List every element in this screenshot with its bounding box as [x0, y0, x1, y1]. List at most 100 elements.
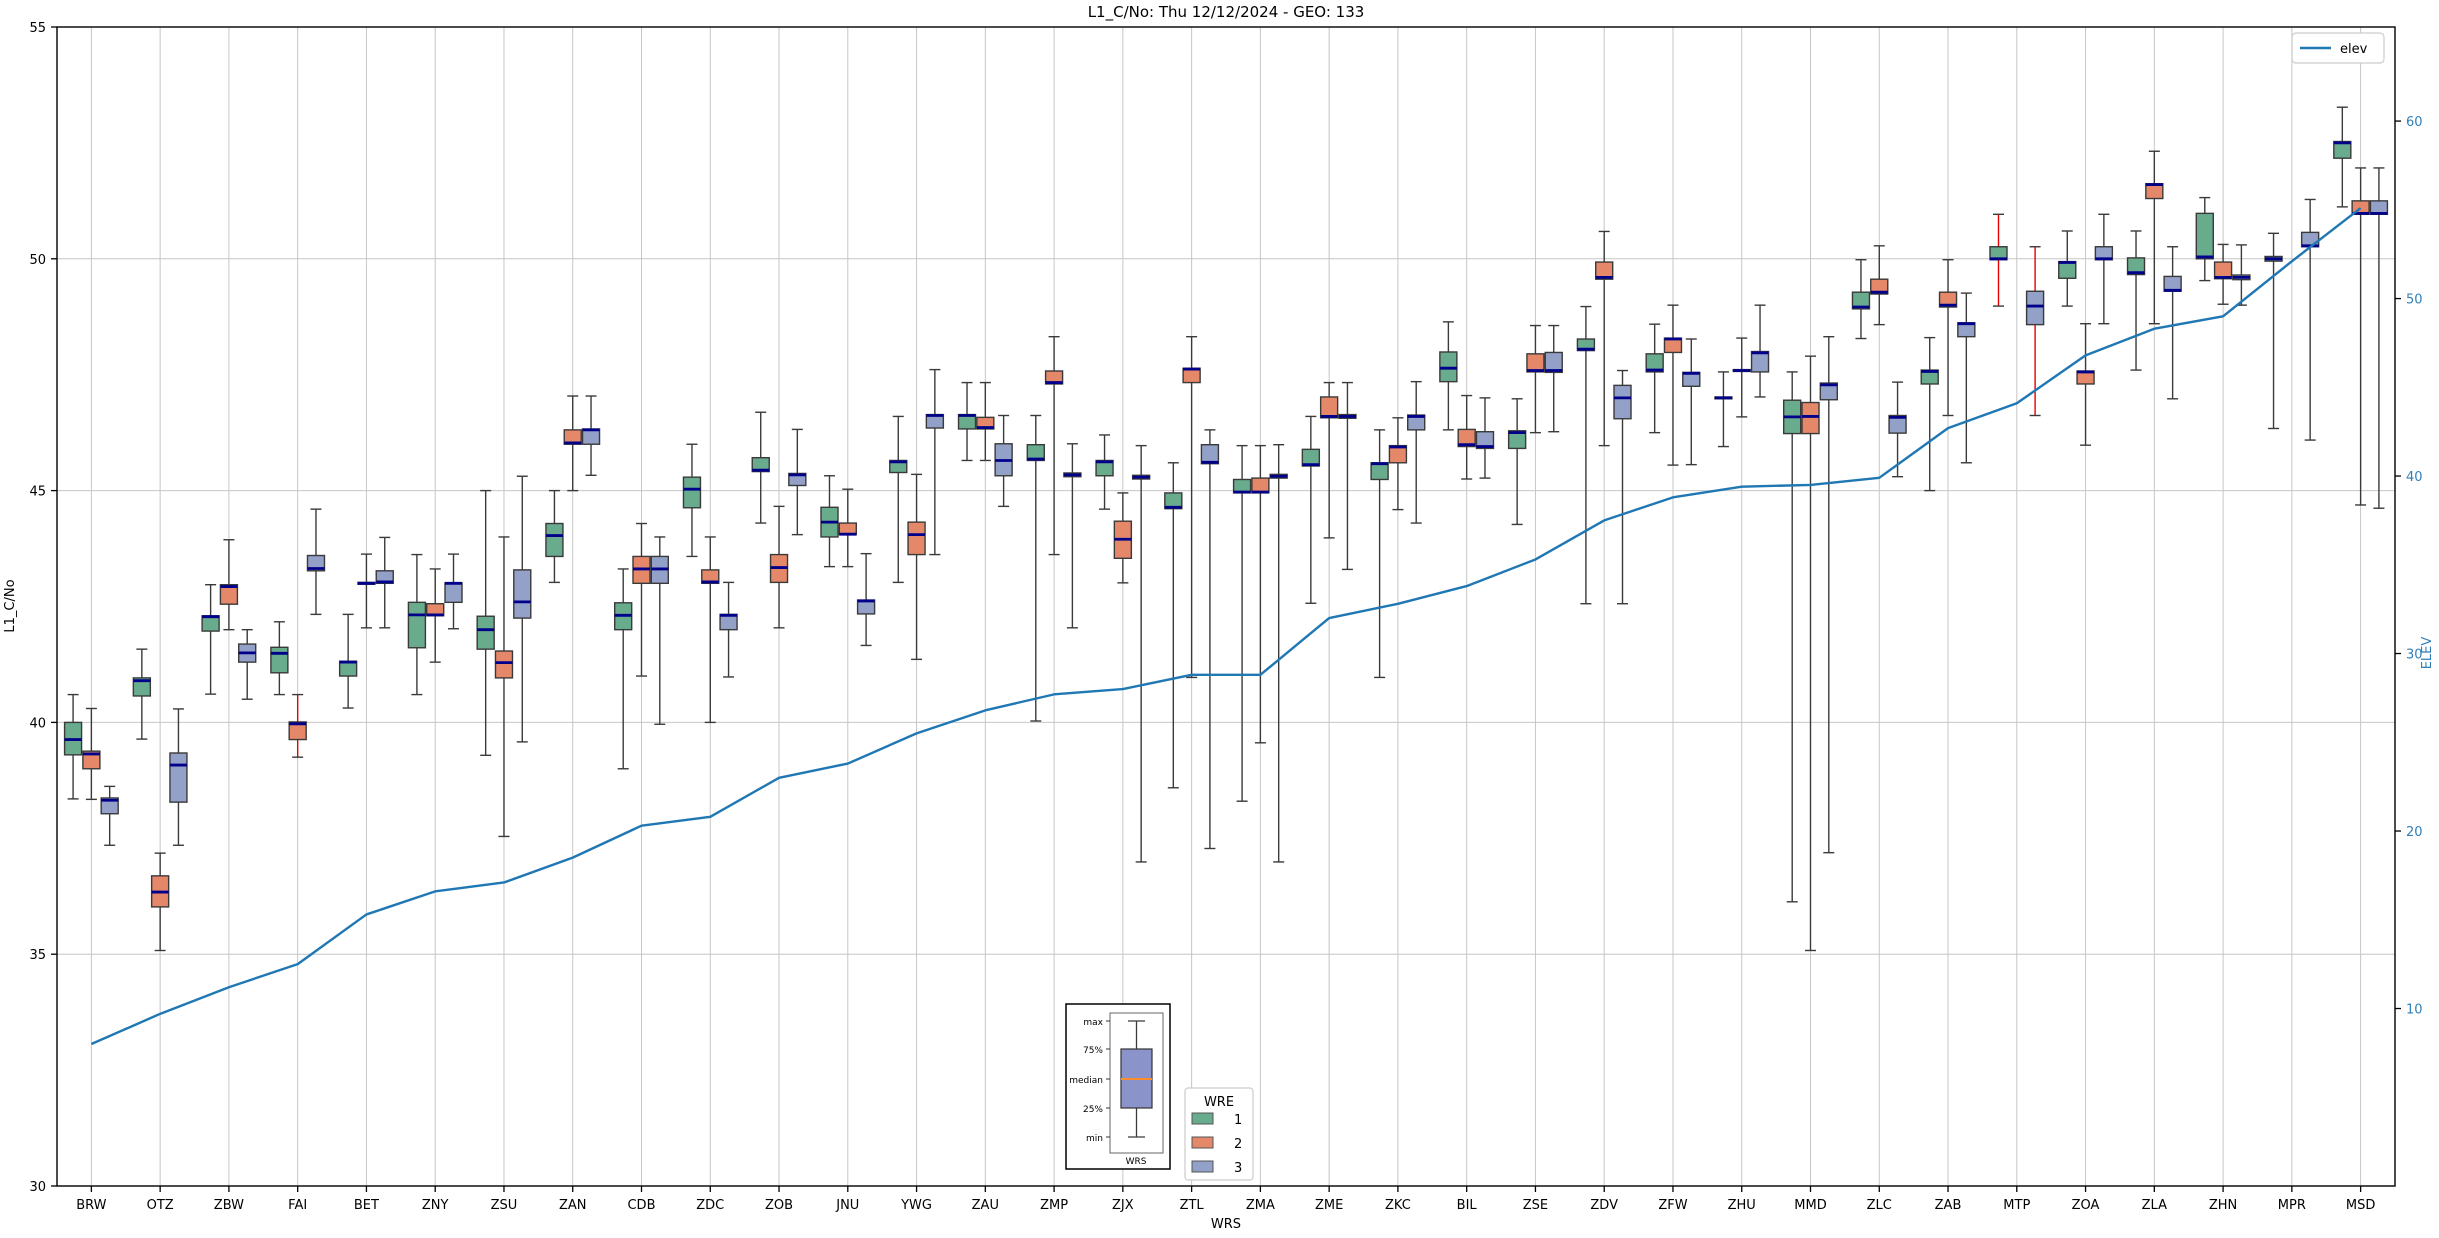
- box-ZTL-wre1: [1164, 462, 1183, 789]
- wre-legend: WRE 1 2 3: [1184, 1087, 1254, 1181]
- box-FAI-wre2: [288, 693, 307, 758]
- xtick-JNU: JNU: [835, 1198, 859, 1213]
- box-ZLC-wre2: [1870, 245, 1889, 326]
- box-ZBW-wre1: [201, 584, 220, 695]
- box-ZSE-wre2: [1526, 324, 1545, 434]
- inset-label-min: min: [1086, 1134, 1103, 1144]
- inset-label-max: max: [1083, 1018, 1103, 1028]
- box-BET-wre3: [375, 536, 394, 629]
- box-BRW-wre1: [63, 693, 83, 800]
- box-ZMP-wre3: [1063, 443, 1082, 629]
- box-MPR-wre1: [2264, 232, 2283, 430]
- gridlines: [57, 27, 2395, 1186]
- box-BIL-wre2: [1457, 394, 1476, 480]
- box-ZTL-wre2: [1182, 335, 1201, 679]
- box-ZBW-wre3: [238, 628, 257, 700]
- box-ZAB-wre3: [1957, 292, 1976, 464]
- xtick-ZNY: ZNY: [422, 1198, 449, 1213]
- wre-legend-label-3: 3: [1234, 1161, 1242, 1176]
- ytick-left: 45: [29, 485, 46, 500]
- xtick-ZMP: ZMP: [1040, 1198, 1068, 1213]
- plot-border: [56, 26, 2396, 1187]
- elev-line: [90, 207, 2362, 1046]
- box-ZDV-wre3: [1613, 369, 1632, 605]
- box-ZAU-wre3: [994, 414, 1013, 508]
- box-ZHN-wre2: [2213, 243, 2233, 305]
- box-FAI-wre3: [306, 508, 326, 616]
- ytick-left: 35: [29, 948, 46, 963]
- box-ZKC-wre3: [1407, 380, 1426, 524]
- wre-swatch-3: [1191, 1160, 1214, 1173]
- box-ZFW-wre2: [1663, 304, 1683, 466]
- box-ZBW-wre2: [219, 539, 239, 631]
- box-ZOA-wre1: [2058, 230, 2077, 307]
- box-ZHN-wre3: [2232, 244, 2251, 306]
- box-ZLC-wre1: [1851, 259, 1871, 340]
- ytick-right: 40: [2406, 470, 2423, 485]
- inset-xlabel: WRS: [1126, 1157, 1147, 1167]
- box-YWG-wre3: [925, 368, 945, 556]
- box-ZMA-wre2: [1251, 444, 1270, 744]
- box-ZFW-wre3: [1682, 338, 1701, 466]
- box-ZME-wre1: [1301, 415, 1321, 604]
- elev-polyline: [90, 207, 2362, 1046]
- box-BIL-wre3: [1475, 397, 1495, 479]
- ytick-left: 50: [29, 253, 46, 268]
- box-ZAU-wre1: [957, 381, 977, 462]
- xtick-ZMA: ZMA: [1246, 1198, 1275, 1213]
- xtick-ZTL: ZTL: [1180, 1198, 1205, 1213]
- box-ZME-wre2: [1319, 381, 1339, 539]
- box-BET-wre1: [338, 613, 358, 709]
- box-ZHU-wre3: [1750, 304, 1770, 398]
- inset-label-75: 75%: [1083, 1046, 1103, 1056]
- wre-legend-label-1: 1: [1234, 1113, 1242, 1128]
- box-JNU-wre3: [856, 552, 876, 647]
- xtick-OTZ: OTZ: [147, 1198, 174, 1213]
- box-ZSU-wre1: [476, 489, 495, 757]
- xtick-ZHN: ZHN: [2209, 1198, 2237, 1213]
- ytick-right: 30: [2406, 648, 2423, 663]
- box-ZAU-wre2: [976, 381, 995, 462]
- xtick-BIL: BIL: [1457, 1198, 1478, 1213]
- box-MPR-wre3: [2300, 198, 2320, 441]
- box-ZAN-wre2: [563, 395, 582, 492]
- box-ZOB-wre2: [769, 505, 789, 629]
- boxplot-explainer-inset: max 75% median 25% min WRS: [1065, 1003, 1171, 1170]
- box-BRW-wre3: [100, 785, 119, 846]
- wre-legend-label-2: 2: [1234, 1137, 1242, 1152]
- box-OTZ-wre3: [169, 708, 188, 846]
- box-ZJX-wre3: [1131, 444, 1151, 863]
- box-ZMA-wre1: [1232, 444, 1252, 802]
- box-ZSU-wre2: [494, 536, 514, 838]
- box-ZHU-wre1: [1714, 371, 1733, 448]
- box-ZJX-wre2: [1113, 492, 1133, 584]
- box-ZAB-wre1: [1920, 336, 1939, 492]
- box-MSD-wre2: [2351, 167, 2370, 506]
- box-ZDV-wre1: [1576, 305, 1596, 605]
- box-ZSE-wre1: [1507, 398, 1527, 526]
- xtick-CDB: CDB: [627, 1198, 655, 1213]
- box-ZHN-wre1: [2195, 196, 2214, 282]
- xtick-ZME: ZME: [1315, 1198, 1343, 1213]
- elev-legend: elev: [2291, 32, 2385, 64]
- xtick-ZLA: ZLA: [2142, 1198, 2167, 1213]
- box-BET-wre2: [357, 553, 376, 629]
- box-BIL-wre1: [1439, 321, 1458, 431]
- box-YWG-wre2: [907, 473, 926, 661]
- box-ZDV-wre2: [1595, 230, 1614, 447]
- xtick-ZOB: ZOB: [765, 1198, 793, 1213]
- box-MTP-wre3: [2025, 246, 2045, 417]
- xtick-BET: BET: [354, 1198, 379, 1213]
- xtick-ZFW: ZFW: [1658, 1198, 1687, 1213]
- box-ZDC-wre1: [682, 443, 702, 558]
- box-MMD-wre2: [1801, 355, 1820, 952]
- x-axis-label: WRS: [1211, 1217, 1241, 1232]
- wre-swatch-2: [1191, 1136, 1214, 1149]
- ytick-left: 30: [29, 1180, 46, 1195]
- box-ZDC-wre2: [701, 536, 720, 724]
- box-ZME-wre3: [1338, 381, 1357, 571]
- xtick-ZAB: ZAB: [1935, 1198, 1962, 1213]
- axes-spines: [56, 26, 2396, 1187]
- box-JNU-wre2: [838, 488, 857, 568]
